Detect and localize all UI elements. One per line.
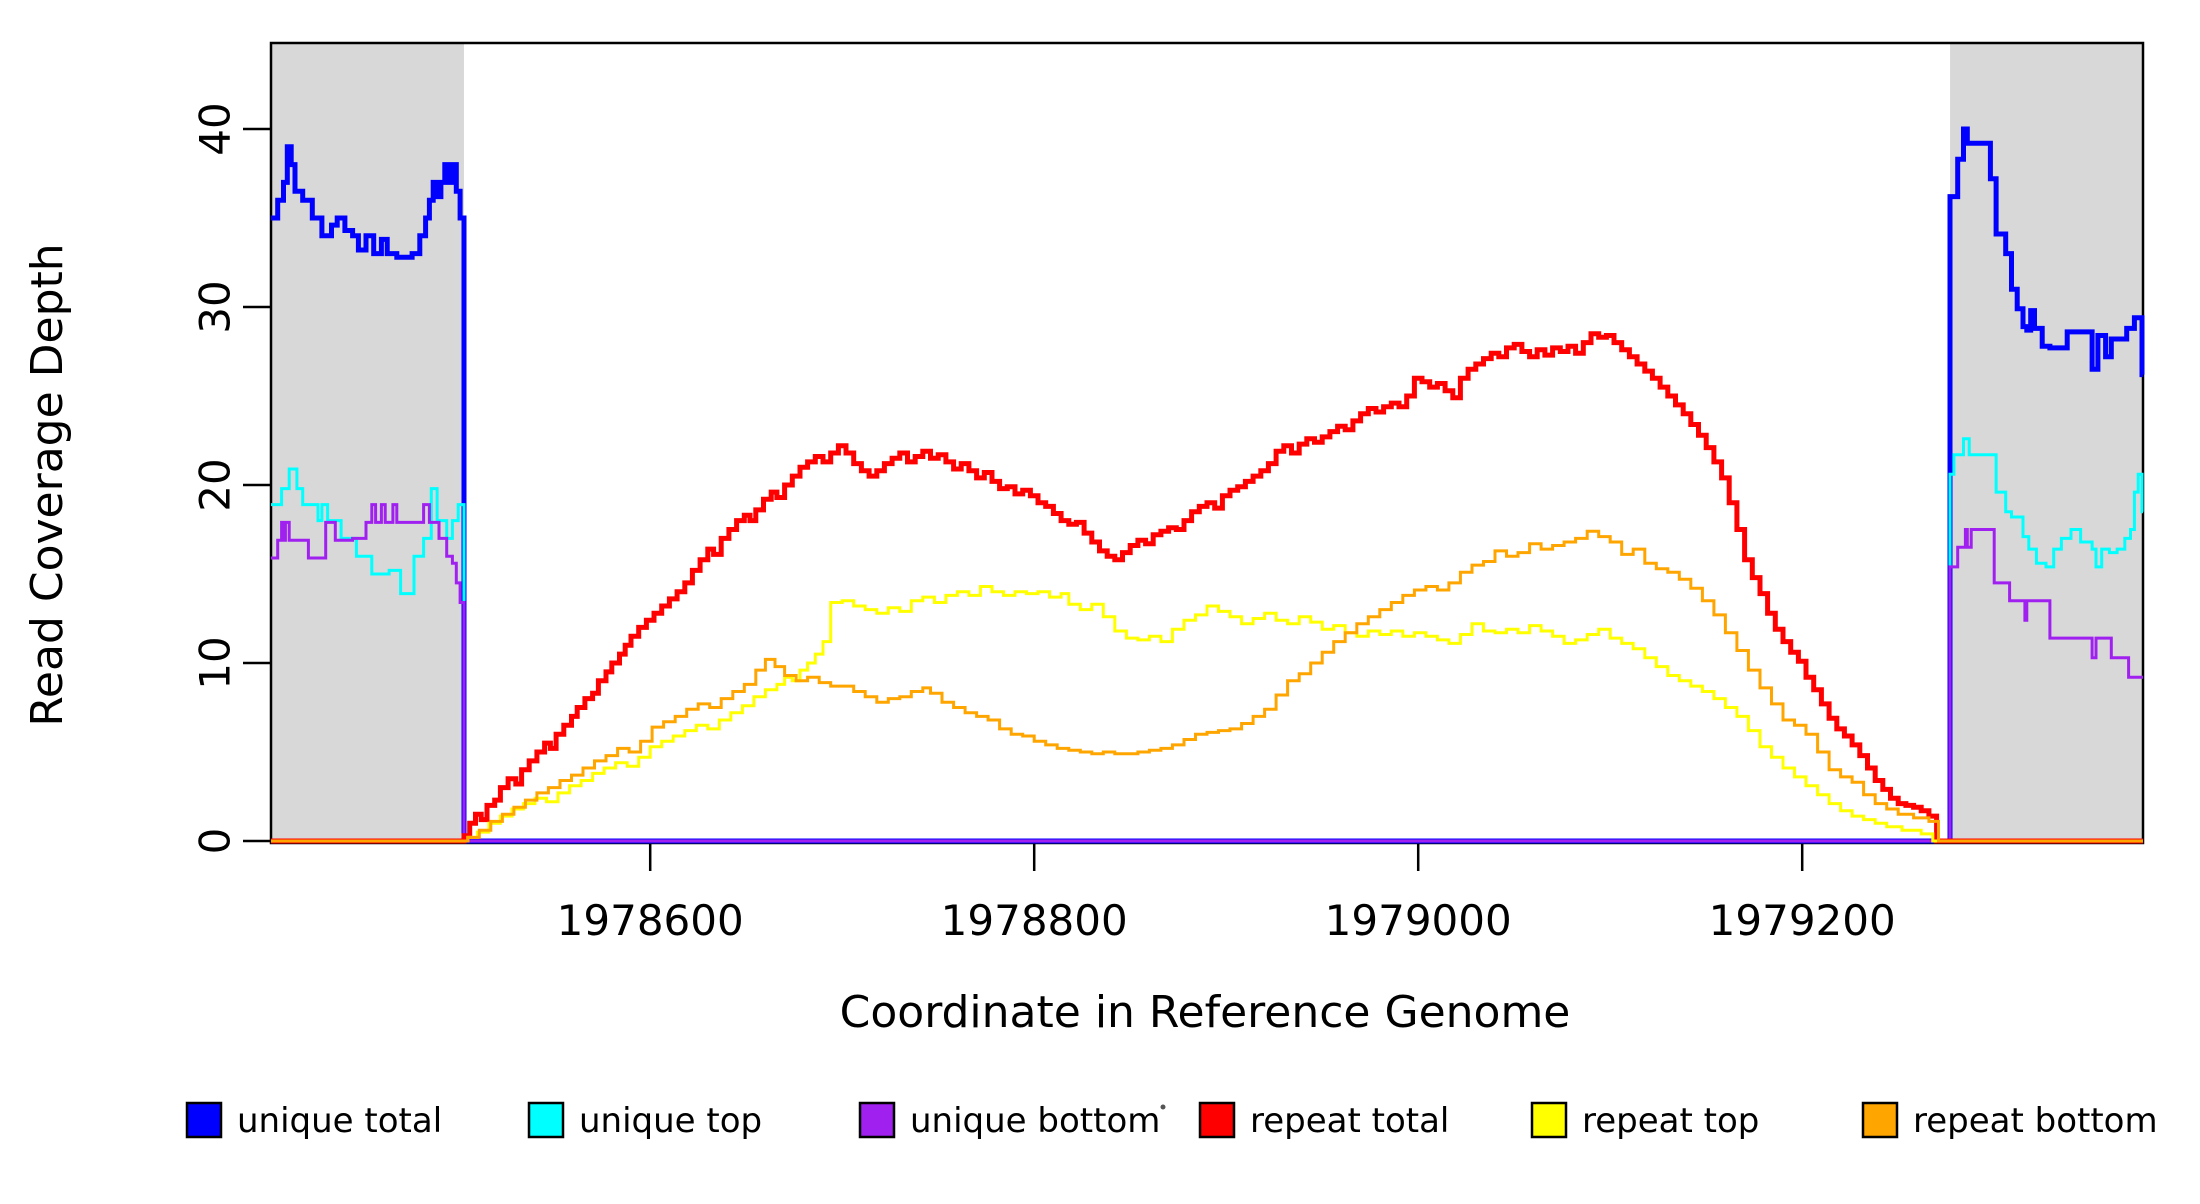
- x-axis-tick-label: 1979200: [1709, 896, 1896, 945]
- y-axis-tick-label: 0: [191, 828, 240, 855]
- y-axis-tick-label: 40: [191, 102, 240, 155]
- legend-swatch-repeat-bottom: [1861, 1101, 1899, 1139]
- legend-label-repeat-total: repeat total: [1250, 1101, 1449, 1141]
- y-axis-tick-label: 30: [191, 280, 240, 333]
- masked-region-layer: [271, 43, 2143, 843]
- legend-swatch-unique-top: [527, 1101, 565, 1139]
- legend-label-repeat-bottom: repeat bottom: [1913, 1101, 2158, 1141]
- series-line-repeat-total: [271, 331, 2143, 844]
- legend-label-unique-top: unique top: [579, 1101, 762, 1141]
- y-axis-tick-label: 10: [191, 636, 240, 689]
- series-layer: [271, 126, 2145, 844]
- y-axis-title: Read Coverage Depth: [22, 243, 73, 726]
- series-line-unique-total: [271, 126, 2145, 844]
- legend-swatch-unique-bottom: [858, 1101, 896, 1139]
- series-line-repeat-bottom: [271, 529, 2143, 843]
- axis-layer: 1978600 1978800 1979000 1979200 0 10 20 30 40: [191, 102, 1896, 945]
- series-line-repeat-top: [271, 585, 2143, 843]
- series-line-unique-bottom: [271, 503, 2143, 843]
- stray-dot-mark: [1160, 1104, 1166, 1110]
- legend-swatch-unique-total: [185, 1101, 223, 1139]
- y-axis-tick-label: 20: [191, 458, 240, 511]
- legend-label-unique-total: unique total: [237, 1101, 442, 1141]
- legend-label-unique-bottom: unique bottom: [910, 1101, 1160, 1141]
- x-axis-tick-label: 1978800: [941, 896, 1128, 945]
- shaded-region-masked-right: [1950, 43, 2143, 843]
- x-axis-title: Coordinate in Reference Genome: [840, 987, 1571, 1038]
- series-line-unique-top: [271, 437, 2144, 843]
- shaded-region-masked-left: [271, 43, 464, 843]
- legend-swatch-repeat-top: [1530, 1101, 1568, 1139]
- legend: unique total unique top unique bottom repea…: [185, 1101, 2158, 1141]
- x-axis-tick-label: 1978600: [557, 896, 744, 945]
- legend-swatch-repeat-total: [1198, 1101, 1236, 1139]
- legend-label-repeat-top: repeat top: [1582, 1101, 1759, 1141]
- x-axis-tick-label: 1979000: [1325, 896, 1512, 945]
